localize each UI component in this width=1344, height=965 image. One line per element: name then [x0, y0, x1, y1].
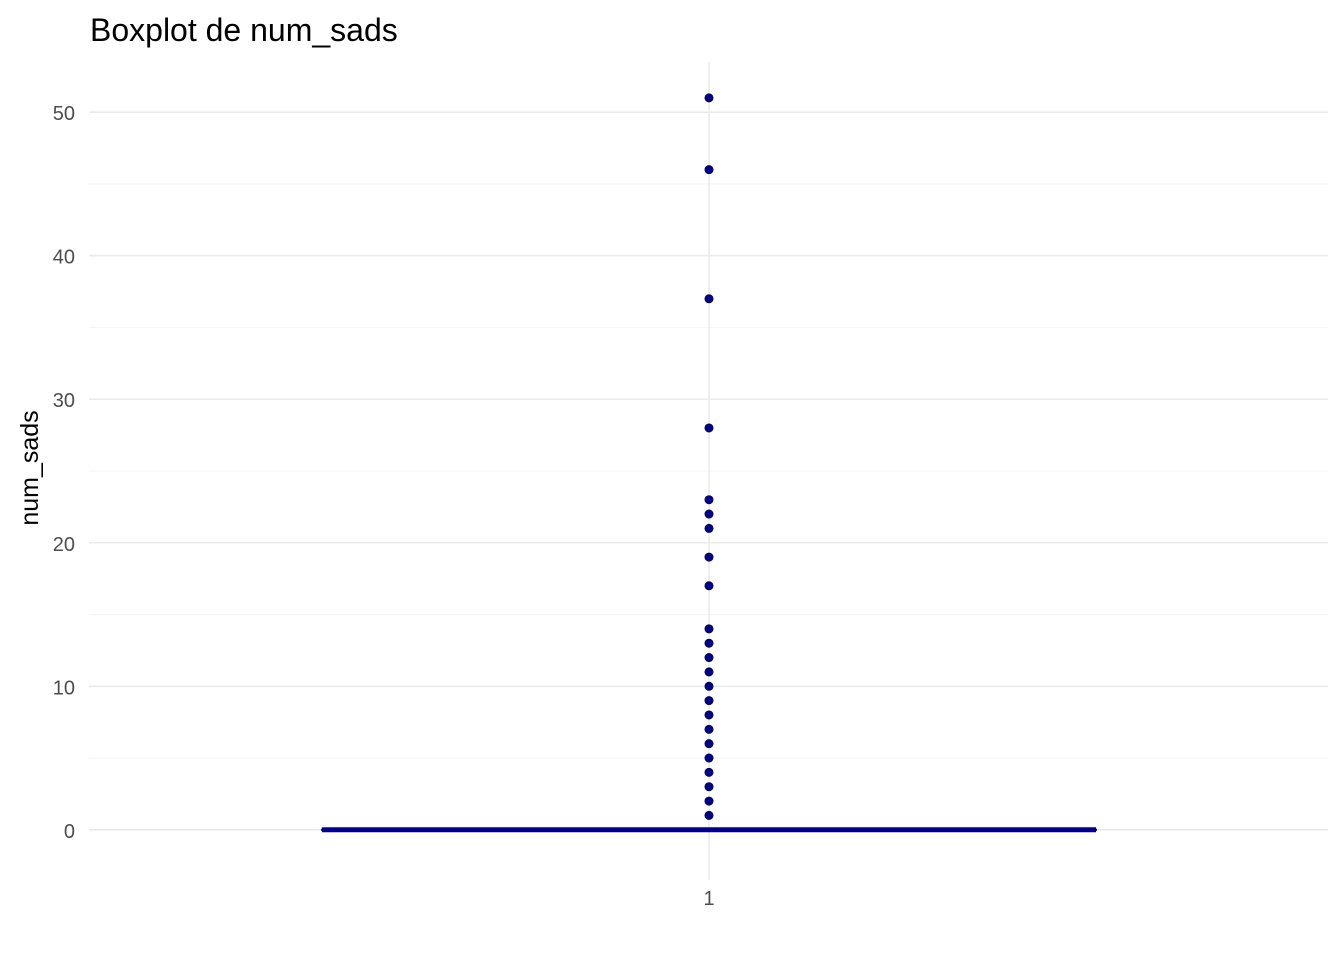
- outlier-point: [705, 739, 713, 747]
- y-tick-label: 30: [53, 390, 75, 412]
- outlier-point: [705, 754, 713, 762]
- y-axis-label: num_sads: [16, 410, 44, 525]
- y-tick-label: 50: [53, 103, 75, 125]
- outlier-point: [705, 696, 713, 704]
- outlier-point: [705, 625, 713, 633]
- y-tick-label: 40: [53, 247, 75, 269]
- y-tick-label: 20: [53, 534, 75, 556]
- outlier-point: [705, 424, 713, 432]
- outlier-point: [705, 165, 713, 173]
- outlier-point: [705, 682, 713, 690]
- outlier-point: [705, 295, 713, 303]
- x-tick-label: 1: [703, 888, 714, 910]
- outlier-point: [705, 768, 713, 776]
- outlier-point: [705, 524, 713, 532]
- outlier-point: [705, 653, 713, 661]
- outlier-point: [705, 553, 713, 561]
- outlier-point: [705, 725, 713, 733]
- outlier-point: [705, 639, 713, 647]
- outlier-point: [705, 496, 713, 504]
- y-tick-label: 10: [53, 677, 75, 699]
- outlier-point: [705, 783, 713, 791]
- y-tick-label: 0: [64, 821, 75, 843]
- outlier-point: [705, 94, 713, 102]
- outlier-point: [705, 582, 713, 590]
- outlier-point: [705, 711, 713, 719]
- outlier-point: [705, 510, 713, 518]
- outlier-point: [705, 811, 713, 819]
- chart-title: Boxplot de num_sads: [90, 12, 398, 48]
- outlier-point: [705, 797, 713, 805]
- axes: 0 10 20 30 40 50 1: [53, 103, 715, 910]
- outlier-point: [705, 668, 713, 676]
